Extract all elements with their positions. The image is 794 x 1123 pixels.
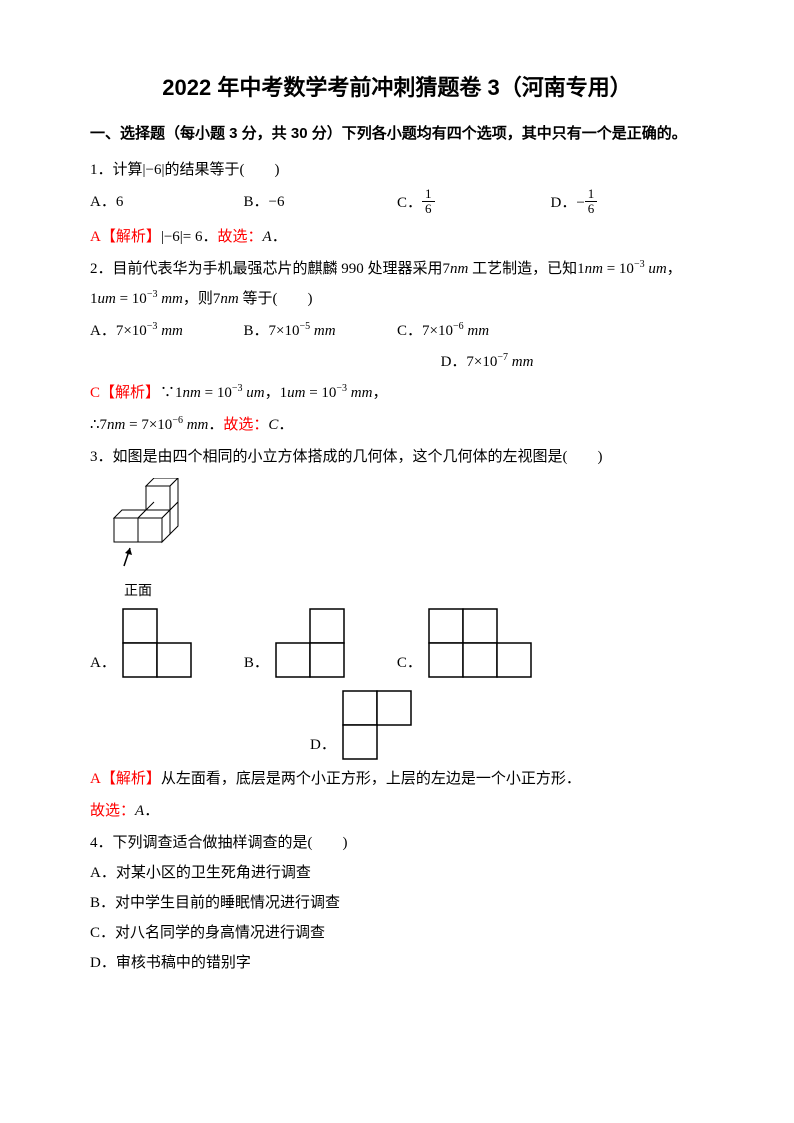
q1-opt-a: A．6 xyxy=(90,189,244,219)
q2-options: A．7×10−3 mm B．7×10−5 mm C．7×10−6 mm xyxy=(90,318,704,345)
front-label: 正面 xyxy=(124,580,704,600)
q2-opt-d-placeholder xyxy=(551,318,705,345)
q1-d-prefix: D．− xyxy=(551,195,585,211)
q3-opt-d: D． xyxy=(310,690,704,762)
q1-answer: A【解析】|−6|= 6．故选：A． xyxy=(90,222,704,252)
q2-answer-2: ∴7nm = 7×10−6 mm．故选：C． xyxy=(90,410,704,440)
shape-b-icon xyxy=(275,608,347,680)
q4-text: 4．下列调查适合做抽样调查的是( ) xyxy=(90,828,704,858)
q4-opt-a: A．对某小区的卫生死角进行调查 xyxy=(90,858,704,888)
shape-c-icon xyxy=(428,608,534,680)
q1-options: A．6 B．−6 C．16 D．−16 xyxy=(90,189,704,219)
q2-answer-1: C【解析】∵1nm = 10−3 um，1um = 10−3 mm， xyxy=(90,378,704,408)
q4-opt-d: D．审核书稿中的错别字 xyxy=(90,948,704,978)
q4-opt-b: B．对中学生目前的睡眠情况进行调查 xyxy=(90,888,704,918)
page-title: 2022 年中考数学考前冲刺猜题卷 3（河南专用） xyxy=(90,70,704,102)
cube-3d-icon xyxy=(100,478,200,573)
q3-options-row: A． B． C． xyxy=(90,608,704,680)
q4-opt-c: C．对八名同学的身高情况进行调查 xyxy=(90,918,704,948)
q2-opt-c: C．7×10−6 mm xyxy=(397,318,551,345)
fraction-icon: 16 xyxy=(422,187,435,217)
fraction-icon: 16 xyxy=(585,187,598,217)
q2-opt-a: A．7×10−3 mm xyxy=(90,318,244,345)
q2-text-1: 2．目前代表华为手机最强芯片的麒麟 990 处理器采用7nm 工艺制造，已知1n… xyxy=(90,254,704,284)
q3-opt-b: B． xyxy=(244,608,347,680)
q3-text: 3．如图是由四个相同的小立方体搭成的几何体，这个几何体的左视图是( ) xyxy=(90,442,704,472)
section-heading: 一、选择题（每小题 3 分，共 30 分）下列各小题均有四个选项，其中只有一个是… xyxy=(90,120,704,149)
exam-page: 2022 年中考数学考前冲刺猜题卷 3（河南专用） 一、选择题（每小题 3 分，… xyxy=(0,0,794,1123)
q3-opt-a: A． xyxy=(90,608,194,680)
cube-figure: 正面 xyxy=(100,478,704,600)
q1-c-prefix: C． xyxy=(397,195,422,211)
q1-opt-d: D．−16 xyxy=(551,189,705,219)
q4-options: A．对某小区的卫生死角进行调查 B．对中学生目前的睡眠情况进行调查 C．对八名同… xyxy=(90,858,704,978)
q3-opt-c: C． xyxy=(397,608,534,680)
q1-text: 1．计算|−6|的结果等于( ) xyxy=(90,155,704,185)
q1-opt-b: B．−6 xyxy=(244,189,398,219)
shape-d-icon xyxy=(342,690,414,762)
q1-opt-c: C．16 xyxy=(397,189,551,219)
q2-text-2: 1um = 10−3 mm，则7nm 等于( ) xyxy=(90,284,704,314)
q3-answer-2: 故选：A． xyxy=(90,796,704,826)
q2-opt-d: D．7×10−7 mm xyxy=(270,349,704,376)
q3-answer-1: A【解析】从左面看，底层是两个小正方形，上层的左边是一个小正方形． xyxy=(90,764,704,794)
q2-opt-b: B．7×10−5 mm xyxy=(244,318,398,345)
shape-a-icon xyxy=(122,608,194,680)
